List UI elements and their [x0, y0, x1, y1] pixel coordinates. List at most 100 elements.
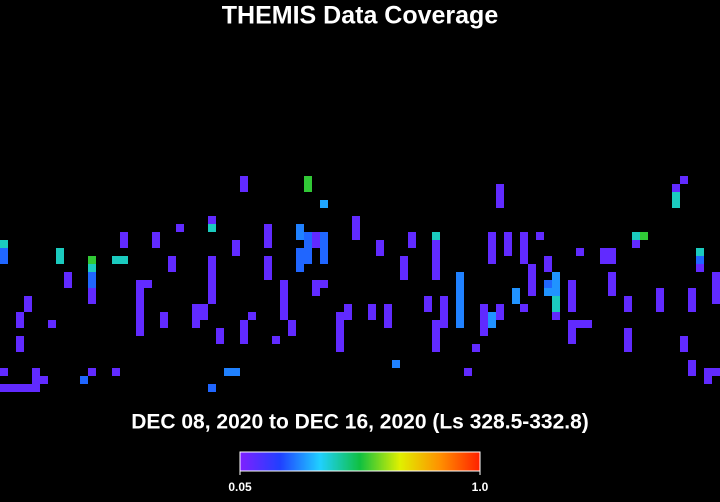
coverage-cell [320, 256, 328, 264]
coverage-cell [528, 288, 536, 296]
coverage-cell [120, 240, 128, 248]
coverage-cell [208, 384, 216, 392]
coverage-cell [296, 224, 304, 232]
coverage-cell [192, 304, 200, 312]
coverage-cell [400, 264, 408, 272]
coverage-cell [480, 328, 488, 336]
coverage-cell [600, 248, 608, 256]
coverage-cell [496, 312, 504, 320]
coverage-cell [456, 320, 464, 328]
coverage-cell [576, 248, 584, 256]
coverage-cell [488, 256, 496, 264]
coverage-cell [504, 232, 512, 240]
coverage-cell [144, 280, 152, 288]
coverage-cell [232, 368, 240, 376]
coverage-cell [568, 288, 576, 296]
coverage-cell [208, 224, 216, 232]
coverage-cell [304, 176, 312, 184]
coverage-cell [384, 320, 392, 328]
coverage-cell [544, 256, 552, 264]
coverage-cell [224, 368, 232, 376]
coverage-cell [264, 272, 272, 280]
coverage-cell [0, 368, 8, 376]
coverage-cell [512, 296, 520, 304]
coverage-cell [672, 200, 680, 208]
coverage-cell [216, 328, 224, 336]
coverage-cell [24, 296, 32, 304]
coverage-cell [688, 368, 696, 376]
coverage-cell [488, 248, 496, 256]
coverage-cell [552, 296, 560, 304]
coverage-cell [656, 304, 664, 312]
coverage-cell [312, 280, 320, 288]
coverage-cell [136, 304, 144, 312]
coverage-cell [520, 304, 528, 312]
coverage-cell [136, 328, 144, 336]
coverage-cell [432, 336, 440, 344]
coverage-cell [192, 312, 200, 320]
coverage-cell [688, 296, 696, 304]
coverage-cell [632, 240, 640, 248]
coverage-cell [680, 176, 688, 184]
coverage-cell [544, 280, 552, 288]
coverage-cell [712, 272, 720, 280]
coverage-cell [376, 240, 384, 248]
coverage-cell [160, 320, 168, 328]
coverage-cell [24, 384, 32, 392]
coverage-cell [280, 288, 288, 296]
coverage-cell [352, 224, 360, 232]
chart-title: THEMIS Data Coverage [222, 2, 499, 30]
coverage-cell [520, 240, 528, 248]
coverage-cell [512, 288, 520, 296]
coverage-cell [440, 304, 448, 312]
coverage-cell [464, 368, 472, 376]
coverage-cell [384, 312, 392, 320]
coverage-cell [688, 288, 696, 296]
coverage-cell [288, 328, 296, 336]
coverage-cell [608, 288, 616, 296]
coverage-cell [48, 320, 56, 328]
coverage-cell [480, 304, 488, 312]
coverage-cell [368, 304, 376, 312]
coverage-cell [432, 240, 440, 248]
coverage-cell [544, 264, 552, 272]
coverage-cell [424, 304, 432, 312]
coverage-cell [496, 200, 504, 208]
coverage-cell [24, 304, 32, 312]
coverage-cell [568, 328, 576, 336]
coverage-cell [400, 256, 408, 264]
coverage-cell [296, 232, 304, 240]
coverage-cell [232, 248, 240, 256]
coverage-cell [16, 384, 24, 392]
coverage-cell [336, 336, 344, 344]
coverage-cell [408, 232, 416, 240]
coverage-cell [424, 296, 432, 304]
coverage-cell [696, 264, 704, 272]
coverage-cell [536, 232, 544, 240]
coverage-cell [624, 328, 632, 336]
coverage-cell [200, 304, 208, 312]
coverage-cell [280, 280, 288, 288]
coverage-cell [704, 368, 712, 376]
coverage-cell [568, 280, 576, 288]
coverage-cell [352, 216, 360, 224]
coverage-cell [680, 344, 688, 352]
coverage-cell [320, 232, 328, 240]
coverage-cell [696, 256, 704, 264]
coverage-cell [496, 184, 504, 192]
coverage-cell [240, 328, 248, 336]
coverage-cell [112, 256, 120, 264]
coverage-cell [88, 272, 96, 280]
coverage-cell [640, 232, 648, 240]
coverage-cell [488, 320, 496, 328]
coverage-cell [320, 280, 328, 288]
coverage-cell [16, 320, 24, 328]
coverage-cell [16, 336, 24, 344]
coverage-cell [168, 256, 176, 264]
coverage-cell [672, 184, 680, 192]
coverage-cell [0, 256, 8, 264]
coverage-cell [216, 336, 224, 344]
coverage-cell [80, 376, 88, 384]
coverage-cell [272, 336, 280, 344]
coverage-cell [456, 304, 464, 312]
